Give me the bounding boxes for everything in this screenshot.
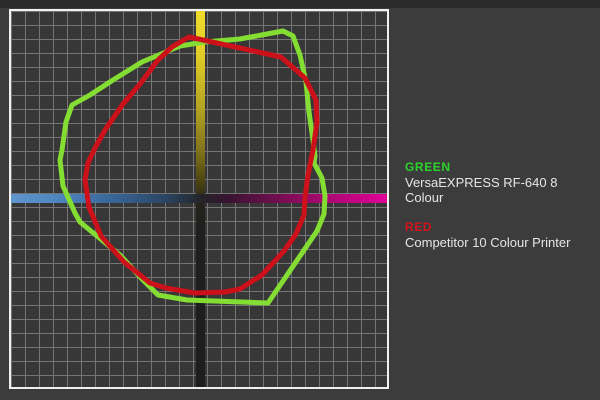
gamut-outline-green xyxy=(57,28,328,306)
gamut-plot xyxy=(11,11,387,387)
top-margin-band xyxy=(0,0,600,8)
legend: GREEN VersaEXPRESS RF-640 8 Colour RED C… xyxy=(405,160,595,265)
legend-red-label: RED xyxy=(405,220,433,234)
blue-magenta-axis-bar xyxy=(11,194,387,203)
legend-group-green: GREEN VersaEXPRESS RF-640 8 Colour xyxy=(405,160,595,205)
gamut-outline-red xyxy=(82,34,320,296)
legend-green-label: GREEN xyxy=(405,160,451,174)
gamut-chart xyxy=(9,9,389,389)
legend-group-red: RED Competitor 10 Colour Printer xyxy=(405,220,595,250)
legend-green-series-name: VersaEXPRESS RF-640 8 Colour xyxy=(405,175,558,205)
legend-red-series-name: Competitor 10 Colour Printer xyxy=(405,235,571,250)
